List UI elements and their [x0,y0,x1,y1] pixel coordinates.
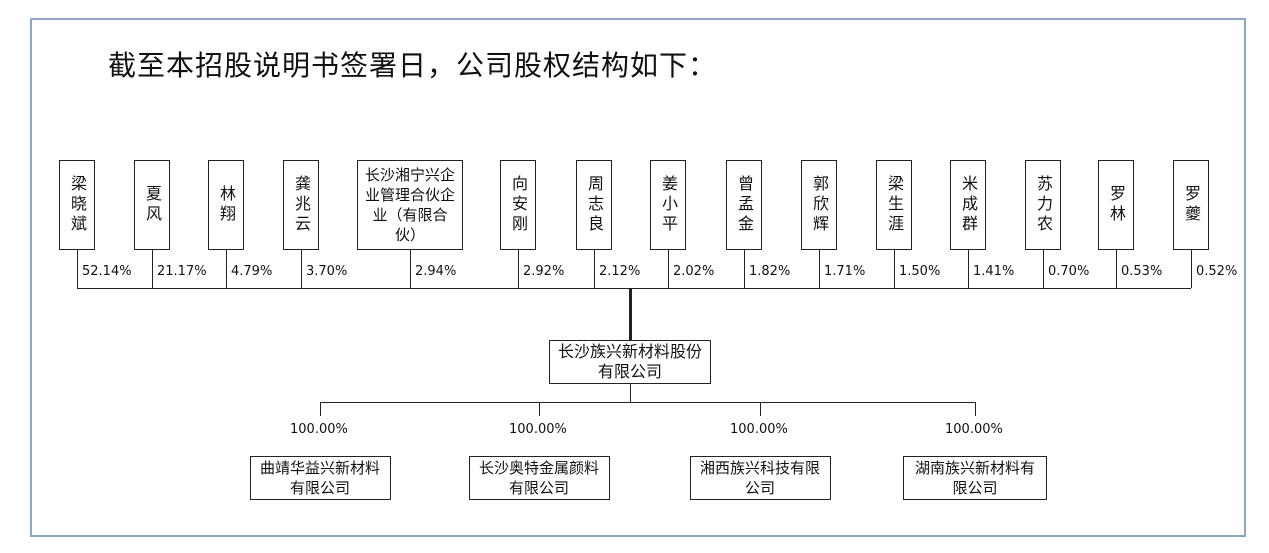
shareholder-box: 姜小平 [650,160,686,250]
shareholder-connector [1116,250,1117,288]
subsidiary-percentage: 100.00% [945,422,1003,437]
shareholder-connector [894,250,895,288]
shareholding-percentage: 2.02% [673,264,715,279]
shareholding-percentage: 1.41% [973,264,1015,279]
shareholder-name: 郭欣辉 [810,175,829,235]
shareholding-percentage: 3.70% [306,264,348,279]
shareholding-percentage: 0.70% [1048,264,1090,279]
subsidiary-connector [760,402,761,416]
shareholder-name: 林翔 [217,185,236,225]
shareholder-connector [744,250,745,288]
subsidiary-box: 曲靖华益兴新材料有限公司 [249,456,391,500]
shareholder-connector [77,250,78,288]
shareholder-connector [301,250,302,288]
shareholding-percentage: 2.94% [415,264,457,279]
shareholder-connector [968,250,969,288]
subsidiary-percentage: 100.00% [290,422,348,437]
shareholder-name: 梁生涯 [885,175,904,235]
shareholding-percentage: 2.12% [599,264,641,279]
company-box: 长沙族兴新材料股份有限公司 [549,340,711,384]
shareholding-percentage: 21.17% [157,264,207,279]
shareholder-box: 梁生涯 [876,160,912,250]
shareholder-name: 梁晓斌 [68,175,87,235]
shareholding-percentage: 1.82% [749,264,791,279]
shareholder-connector [594,250,595,288]
shareholding-percentage: 1.71% [824,264,866,279]
shareholder-name: 龚兆云 [292,175,311,235]
shareholder-name: 向安刚 [509,175,528,235]
shareholder-box: 林翔 [208,160,244,250]
shareholder-connector [226,250,227,288]
shareholder-name: 罗夔 [1182,185,1201,225]
shareholder-connector [668,250,669,288]
shareholding-percentage: 0.53% [1121,264,1163,279]
shareholder-name: 苏力农 [1034,175,1053,235]
subsidiary-percentage: 100.00% [730,422,788,437]
shareholder-box: 郭欣辉 [801,160,837,250]
shareholder-box: 苏力农 [1025,160,1061,250]
shareholder-box: 罗林 [1098,160,1134,250]
shareholding-percentage: 52.14% [82,264,132,279]
subsidiary-box: 湖南族兴新材料有限公司 [903,456,1047,500]
diagram-frame [30,18,1246,537]
shareholder-name: 米成群 [959,175,978,235]
shareholder-connector [1043,250,1044,288]
subsidiary-bus-line [320,402,975,403]
company-down-line [630,384,631,402]
subsidiary-box: 湘西族兴科技有限公司 [689,456,831,500]
shareholder-name: 曾孟金 [735,175,754,235]
shareholder-name: 周志良 [585,175,604,235]
shareholder-box: 夏风 [134,160,170,250]
diagram-heading: 截至本招股说明书签署日，公司股权结构如下： [108,49,718,82]
shareholding-percentage: 0.52% [1196,264,1238,279]
shareholder-connector [152,250,153,288]
shareholder-box: 周志良 [576,160,612,250]
shareholding-percentage: 2.92% [523,264,565,279]
trunk-line [629,288,632,340]
shareholder-connector [819,250,820,288]
subsidiary-percentage: 100.00% [509,422,567,437]
subsidiary-connector [320,402,321,416]
subsidiary-connector [539,402,540,416]
shareholder-box: 罗夔 [1173,160,1209,250]
subsidiary-connector [975,402,976,416]
shareholder-box: 米成群 [950,160,986,250]
shareholder-bus-line [77,288,1191,289]
shareholding-percentage: 4.79% [231,264,273,279]
shareholder-connector [518,250,519,288]
shareholder-connector [410,250,411,288]
shareholder-box: 长沙湘宁兴企业管理合伙企业（有限合伙） [357,160,463,250]
shareholder-name: 夏风 [143,185,162,225]
shareholder-name: 罗林 [1107,185,1126,225]
shareholder-name: 姜小平 [659,175,678,235]
shareholder-connector [1191,250,1192,288]
shareholder-box: 龚兆云 [283,160,319,250]
shareholding-percentage: 1.50% [899,264,941,279]
shareholder-box: 向安刚 [500,160,536,250]
shareholder-name: 长沙湘宁兴企业管理合伙企业（有限合伙） [364,166,455,244]
shareholder-box: 曾孟金 [726,160,762,250]
subsidiary-box: 长沙奥特金属颜料有限公司 [468,456,610,500]
shareholder-box: 梁晓斌 [59,160,95,250]
